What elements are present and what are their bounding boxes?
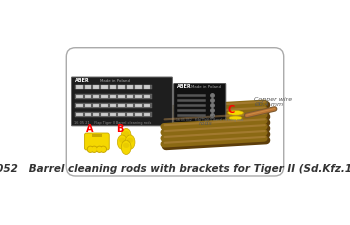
Circle shape: [100, 146, 106, 152]
Text: Made in Poland: Made in Poland: [100, 79, 130, 83]
Bar: [84, 94, 91, 98]
Bar: [102, 86, 108, 89]
Bar: [84, 104, 91, 107]
Bar: [110, 104, 117, 107]
Bar: [76, 113, 83, 116]
FancyBboxPatch shape: [71, 77, 173, 126]
Bar: [135, 104, 142, 107]
Bar: [110, 113, 117, 116]
FancyBboxPatch shape: [84, 133, 109, 150]
Bar: [144, 113, 150, 116]
Bar: [127, 113, 133, 116]
Text: B: B: [116, 124, 123, 134]
Bar: [135, 94, 142, 98]
Circle shape: [91, 146, 97, 152]
Ellipse shape: [228, 110, 243, 115]
Bar: [93, 94, 99, 98]
Text: 16 052   Barrel cleaning rods with brackets for Tiger II (Sd.Kfz.182): 16 052 Barrel cleaning rods with bracket…: [0, 164, 350, 174]
Bar: [75, 112, 152, 117]
Bar: [76, 86, 83, 89]
Bar: [76, 94, 83, 98]
Bar: [110, 94, 117, 98]
Ellipse shape: [123, 143, 130, 148]
Bar: [144, 94, 150, 98]
Ellipse shape: [229, 116, 242, 120]
Bar: [76, 104, 83, 107]
Bar: [93, 104, 99, 107]
Text: Made in Poland: Made in Poland: [191, 85, 221, 89]
Ellipse shape: [121, 128, 131, 143]
Circle shape: [98, 147, 101, 151]
FancyBboxPatch shape: [66, 48, 284, 176]
Text: Copper wire
Ø0.4 mm: Copper wire Ø0.4 mm: [254, 97, 292, 107]
Circle shape: [88, 146, 93, 152]
Bar: [144, 86, 150, 89]
Bar: [75, 85, 152, 89]
Text: ABER: ABER: [75, 78, 89, 83]
Bar: [127, 104, 133, 107]
Text: Wood
rods: Wood rods: [197, 115, 215, 126]
Bar: [93, 86, 99, 89]
Ellipse shape: [125, 135, 135, 149]
Bar: [84, 113, 91, 116]
Text: A: A: [86, 124, 93, 134]
Bar: [75, 103, 152, 108]
Bar: [102, 104, 108, 107]
Bar: [118, 104, 125, 107]
Text: 16 05 052   Flap Tiger II Barrel cleaning rods: 16 05 052 Flap Tiger II Barrel cleaning …: [176, 118, 243, 122]
Bar: [102, 113, 108, 116]
Bar: [127, 94, 133, 98]
Bar: [118, 113, 125, 116]
Bar: [84, 86, 91, 89]
Circle shape: [97, 146, 103, 152]
Circle shape: [89, 147, 92, 151]
Bar: [118, 94, 125, 98]
Bar: [110, 86, 117, 89]
Ellipse shape: [123, 131, 130, 136]
Bar: [102, 94, 108, 98]
Bar: [75, 94, 152, 99]
Bar: [118, 86, 125, 89]
Ellipse shape: [127, 137, 133, 143]
Ellipse shape: [117, 135, 127, 149]
Text: C: C: [228, 105, 235, 115]
Text: ABER: ABER: [177, 84, 191, 89]
Ellipse shape: [121, 140, 131, 155]
Bar: [135, 86, 142, 89]
Text: 16 05 21    Flap Tiger II Barrel cleaning rods: 16 05 21 Flap Tiger II Barrel cleaning r…: [74, 121, 152, 125]
Circle shape: [92, 147, 96, 151]
Bar: [93, 113, 99, 116]
FancyBboxPatch shape: [174, 83, 226, 123]
Ellipse shape: [119, 137, 126, 143]
Bar: [144, 104, 150, 107]
Circle shape: [102, 147, 105, 151]
Bar: [135, 113, 142, 116]
Bar: [127, 86, 133, 89]
Bar: [92, 134, 102, 137]
